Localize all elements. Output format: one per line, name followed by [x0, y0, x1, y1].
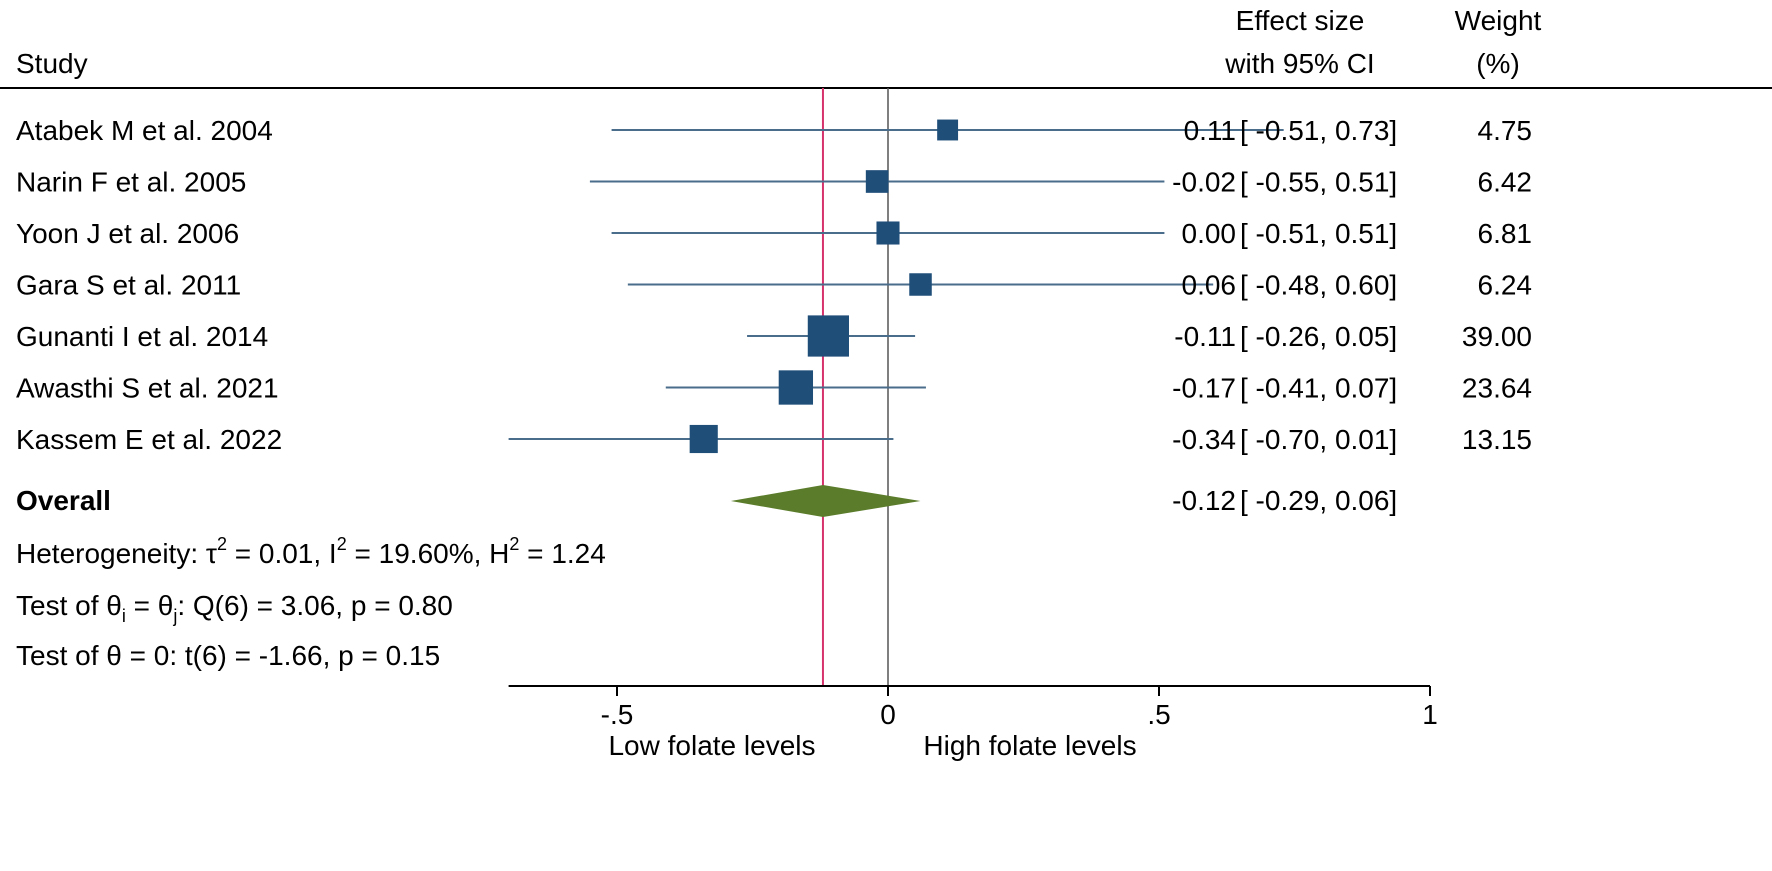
study-effect-size: 0.11	[1184, 115, 1236, 146]
study-weight: 39.00	[1462, 321, 1532, 352]
header-effect-size-line2: with 95% CI	[1224, 48, 1374, 79]
heterogeneity-h-sup: 2	[509, 534, 519, 554]
x-axis-label-low: Low folate levels	[608, 730, 815, 761]
study-row: Atabek M et al. 2004 0.11[ -0.51, 0.73] 4.…	[16, 115, 1532, 146]
study-ci: [ -0.51, 0.51]	[1240, 218, 1397, 249]
overall-ci: [ -0.29, 0.06]	[1240, 485, 1397, 516]
homogeneity-part3: : Q(6) = 3.06, p = 0.80	[177, 590, 453, 621]
overall-label: Overall	[16, 485, 111, 516]
effect-marker	[689, 424, 718, 454]
study-row: Yoon J et al. 2006 0.00[ -0.51, 0.51] 6.81	[16, 218, 1532, 249]
effect-marker	[876, 221, 900, 245]
study-weight: 6.42	[1478, 167, 1533, 198]
study-row: Kassem E et al. 2022 -0.34[ -0.70, 0.01] 1…	[16, 424, 1532, 455]
study-effect-size: -0.17	[1172, 373, 1236, 404]
header-weight-line1: Weight	[1455, 5, 1542, 36]
x-axis-label-high: High folate levels	[923, 730, 1136, 761]
study-row: Narin F et al. 2005 -0.02[ -0.55, 0.51] 6.…	[16, 167, 1532, 198]
study-weight: 4.75	[1478, 115, 1533, 146]
heterogeneity-i-sup: 2	[337, 534, 347, 554]
study-row: Gara S et al. 2011 0.06[ -0.48, 0.60] 6.24	[16, 270, 1532, 301]
study-effect-size: 0.00	[1182, 218, 1237, 249]
overall-effect-test: Test of θ = 0: t(6) = -1.66, p = 0.15	[16, 640, 440, 671]
heterogeneity-stats: Heterogeneity: τ2 = 0.01, I2 = 19.60%, H…	[16, 534, 606, 569]
heterogeneity-h-value: = 1.24	[519, 538, 605, 569]
effect-marker	[778, 370, 814, 405]
heterogeneity-tau-prefix: Heterogeneity: τ	[16, 538, 217, 569]
overall-diamond	[730, 485, 921, 517]
study-ci: [ -0.26, 0.05]	[1240, 321, 1397, 352]
study-ci: [ -0.51, 0.73]	[1240, 115, 1397, 146]
x-tick-label: 0	[880, 699, 896, 730]
study-effect-size: -0.34	[1172, 424, 1236, 455]
homogeneity-part1: Test of θ	[16, 590, 122, 621]
header-effect-size-line1: Effect size	[1236, 5, 1365, 36]
heterogeneity-i-value: = 19.60%, H	[347, 538, 510, 569]
study-name: Narin F et al. 2005	[16, 167, 246, 198]
effect-marker	[937, 119, 959, 141]
x-tick-label: -.5	[601, 699, 634, 730]
x-tick-label: .5	[1147, 699, 1170, 730]
study-effect-size: 0.06	[1182, 270, 1237, 301]
heterogeneity-tau-sup: 2	[217, 534, 227, 554]
study-name: Gunanti I et al. 2014	[16, 321, 268, 352]
study-ci: [ -0.70, 0.01]	[1240, 424, 1397, 455]
study-ci: [ -0.55, 0.51]	[1240, 167, 1397, 198]
heterogeneity-tau-value: = 0.01, I	[227, 538, 337, 569]
overall-effect-size: -0.12	[1172, 485, 1236, 516]
study-name: Awasthi S et al. 2021	[16, 373, 279, 404]
study-name: Yoon J et al. 2006	[16, 218, 239, 249]
study-weight: 6.81	[1478, 218, 1533, 249]
header-study: Study	[16, 48, 88, 79]
header-weight-line2: (%)	[1476, 48, 1520, 79]
study-row: Awasthi S et al. 2021 -0.17[ -0.41, 0.07]…	[16, 370, 1532, 405]
study-weight: 6.24	[1478, 270, 1533, 301]
study-ci: [ -0.48, 0.60]	[1240, 270, 1397, 301]
effect-marker	[865, 170, 889, 193]
study-name: Atabek M et al. 2004	[16, 115, 273, 146]
homogeneity-test: Test of θi = θj: Q(6) = 3.06, p = 0.80	[16, 590, 453, 626]
homogeneity-part2: = θ	[126, 590, 173, 621]
homogeneity-sub-j: j	[172, 606, 177, 626]
study-name: Gara S et al. 2011	[16, 270, 241, 301]
study-effect-size: -0.11	[1174, 321, 1236, 352]
x-axis: -.5 0 .5 1	[601, 686, 1438, 730]
effect-marker	[807, 315, 849, 357]
study-row: Gunanti I et al. 2014 -0.11[ -0.26, 0.05]…	[16, 315, 1532, 357]
study-weight: 13.15	[1462, 424, 1532, 455]
study-name: Kassem E et al. 2022	[16, 424, 282, 455]
effect-marker	[909, 273, 932, 296]
study-ci: [ -0.41, 0.07]	[1240, 373, 1397, 404]
study-effect-size: -0.02	[1172, 167, 1236, 198]
x-tick-label: 1	[1422, 699, 1438, 730]
study-rows: Atabek M et al. 2004 0.11[ -0.51, 0.73] 4.…	[16, 115, 1532, 455]
study-weight: 23.64	[1462, 373, 1532, 404]
homogeneity-sub-i: i	[122, 606, 126, 626]
